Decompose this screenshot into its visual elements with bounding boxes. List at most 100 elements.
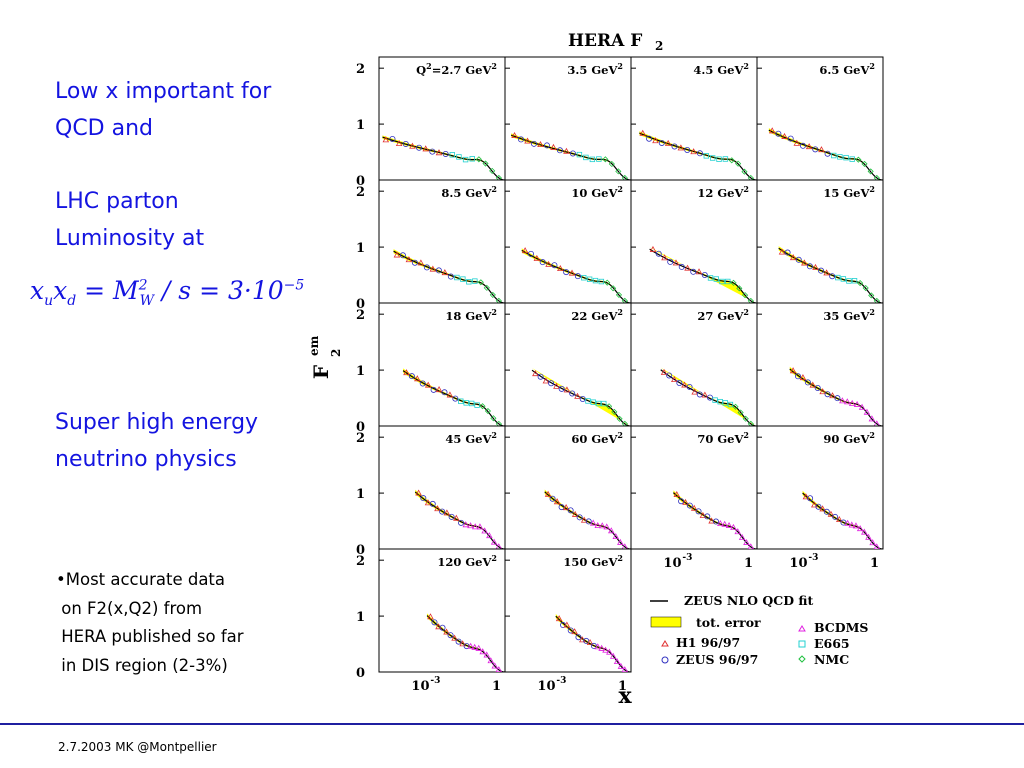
bcdms-point xyxy=(869,539,876,546)
x-tick-label-exp: -3 xyxy=(430,676,440,686)
panel-frame xyxy=(504,56,632,181)
e665-point xyxy=(586,276,593,282)
panel-label: 90 GeV2 xyxy=(823,430,875,446)
zeus-point xyxy=(583,637,590,644)
e665-point xyxy=(727,401,734,408)
panel-label-text: 3.5 GeV xyxy=(567,63,618,77)
bcdms-point xyxy=(471,523,479,530)
e665-point xyxy=(585,398,591,404)
bcdms-point xyxy=(481,527,488,534)
zeus-point xyxy=(431,619,438,626)
x-tick-label-exp: -3 xyxy=(808,553,818,563)
h1-point xyxy=(673,490,681,498)
e665-point xyxy=(719,278,725,285)
h1-point xyxy=(660,368,668,375)
h1-point xyxy=(574,392,581,399)
zeus-point xyxy=(824,391,831,398)
fit-curve xyxy=(393,250,505,303)
e665-point xyxy=(843,154,849,161)
h1-point xyxy=(563,621,571,628)
zeus-point xyxy=(537,373,544,380)
h1-point xyxy=(811,501,818,508)
h1-point xyxy=(568,269,576,276)
panel-label: 45 GeV2 xyxy=(445,430,497,446)
nmc-point xyxy=(747,420,754,426)
zeus-point xyxy=(455,638,462,645)
panel-plot xyxy=(673,490,757,549)
legend: ZEUS NLO QCD fit tot. error H1 96/97 ZEU… xyxy=(650,593,868,667)
e665-point xyxy=(463,400,469,406)
nmc-point xyxy=(604,279,611,286)
panel-label: 6.5 GeV2 xyxy=(819,61,875,77)
low-x-line-2: QCD and xyxy=(55,116,154,141)
bcdms-point xyxy=(609,652,617,659)
panel-label-text: 6.5 GeV xyxy=(819,63,870,77)
panel-label-text: 90 GeV xyxy=(823,432,870,446)
y-tick-label: 2 xyxy=(356,431,365,446)
y-tick-label: 2 xyxy=(356,185,365,200)
panel-label-sup: 2 xyxy=(617,430,623,440)
zeus-point xyxy=(563,269,570,276)
zeus-point xyxy=(551,262,558,269)
bcdms-point xyxy=(738,533,746,540)
panel-label-text: 18 GeV xyxy=(445,309,492,323)
panel-4: 6.5 GeV2 xyxy=(756,56,884,181)
panel-frame xyxy=(504,302,632,427)
panel-label-sup: 2 xyxy=(426,61,432,71)
e665-point xyxy=(468,400,475,407)
y-axis-title-sup: em xyxy=(307,335,321,356)
footer-text: 2.7.2003 MK @Montpellier xyxy=(58,740,217,754)
y-tick-label: 1 xyxy=(356,610,365,625)
h1-point xyxy=(451,634,458,641)
zeus-point xyxy=(439,624,446,631)
panel-15: 70 GeV2 xyxy=(630,425,758,550)
panel-label-sup: 2 xyxy=(617,184,623,194)
zeus-point xyxy=(585,518,592,525)
fit-curve xyxy=(555,615,631,672)
legend-bcdms-marker xyxy=(798,625,806,632)
bcdms-point xyxy=(603,523,611,530)
e665-point xyxy=(469,156,475,162)
h1-point xyxy=(403,369,410,376)
panel-label-text: 60 GeV xyxy=(571,432,618,446)
h1-point xyxy=(422,145,429,152)
h1-point xyxy=(382,136,390,143)
e665-point xyxy=(722,400,729,406)
e665-point xyxy=(716,156,722,162)
nmc-point xyxy=(490,415,497,422)
nmc-point xyxy=(621,297,628,303)
y-axis-title-f: F xyxy=(309,365,333,379)
y-tick-label: 1 xyxy=(356,118,365,133)
h1-point xyxy=(781,132,788,139)
panel-label-sup: 2 xyxy=(617,307,623,317)
bcdms-point xyxy=(475,644,482,651)
h1-point xyxy=(699,511,707,518)
x-tick-label-10: 10 xyxy=(537,679,555,694)
nmc-point xyxy=(477,279,484,286)
x-axis-title: x xyxy=(618,683,632,709)
bcdms-point xyxy=(462,521,470,528)
zeus-point xyxy=(441,389,448,396)
panel-label: 12 GeV2 xyxy=(697,184,749,200)
h1-point xyxy=(544,490,552,497)
legend-e665-label: E665 xyxy=(814,636,850,651)
panel-label-q: Q xyxy=(416,63,426,77)
h1-point xyxy=(802,493,810,500)
zeus-point xyxy=(402,140,409,147)
panel-plot xyxy=(778,246,883,303)
zeus-point xyxy=(795,256,802,263)
bcdms-point xyxy=(848,521,856,528)
y-tick-label: 2 xyxy=(356,308,365,323)
h1-point xyxy=(429,265,437,272)
nmc-point xyxy=(489,167,496,174)
panel-10: 22 GeV2 xyxy=(504,302,632,427)
panel-label-sup: 2 xyxy=(743,430,749,440)
zeus-point xyxy=(574,273,581,280)
zeus-point xyxy=(558,504,565,511)
h1-point xyxy=(652,137,659,144)
h1-point xyxy=(789,254,797,261)
neutrino-line-1: Super high energy xyxy=(55,410,259,435)
h1-point xyxy=(571,628,578,635)
nmc-point xyxy=(610,285,617,292)
bcdms-point xyxy=(612,533,620,540)
